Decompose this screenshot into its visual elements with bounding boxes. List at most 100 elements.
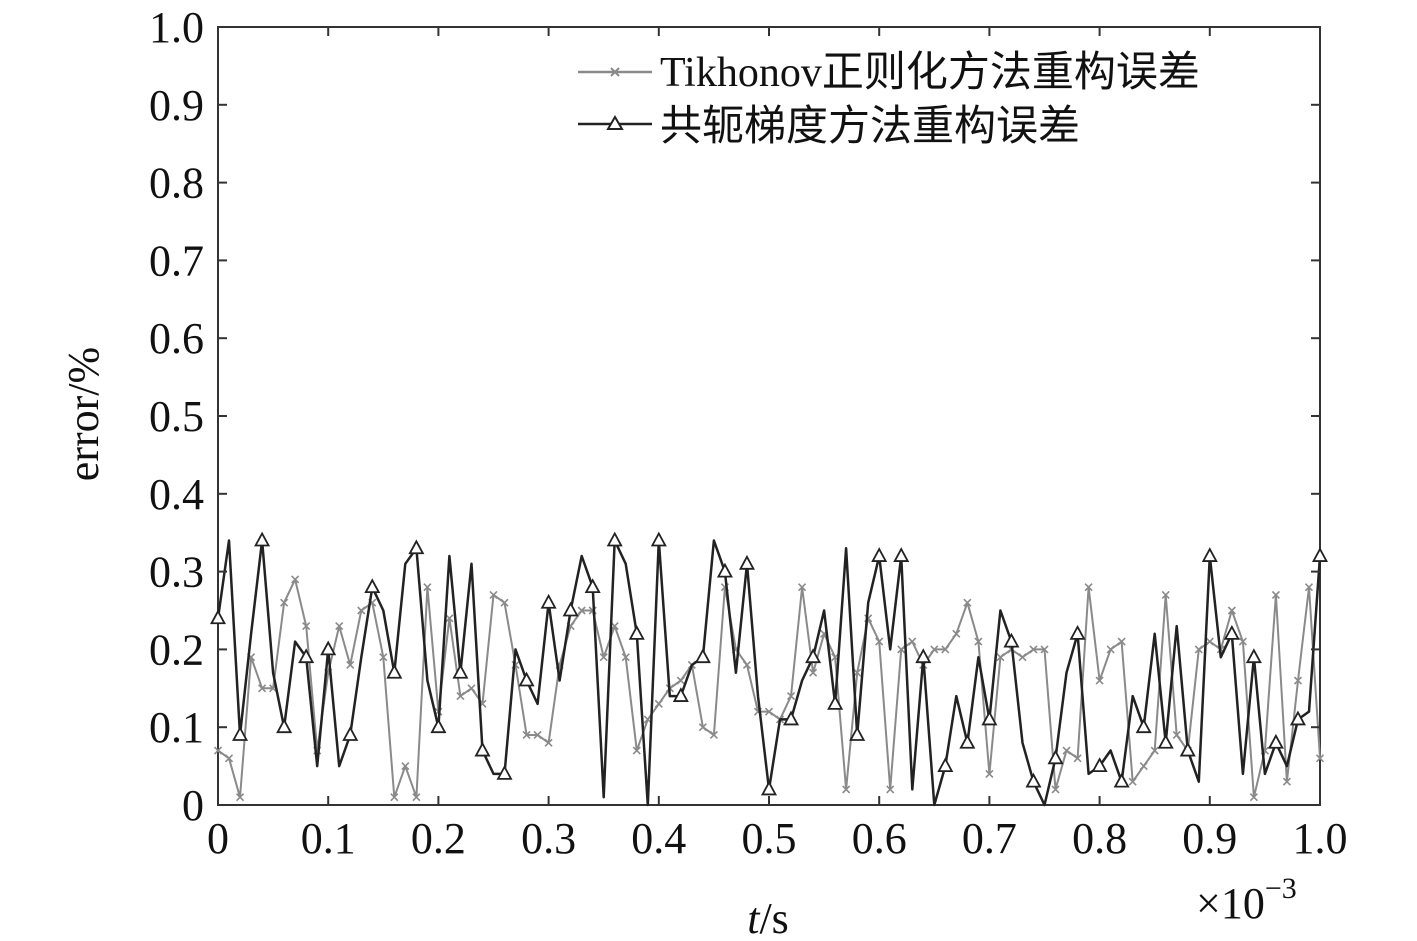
data-point-triangle-marker [760, 780, 778, 796]
data-point-x-marker [544, 738, 553, 747]
x-tick-label: 0.5 [742, 814, 797, 863]
data-point-x-marker [797, 583, 807, 592]
data-point-triangle-marker [386, 663, 403, 679]
x-multiplier-base: ×10 [1196, 879, 1265, 928]
data-point-x-marker [533, 730, 542, 740]
data-point-x-marker [224, 754, 234, 763]
data-point-x-marker [1271, 590, 1280, 600]
data-point-triangle-marker [827, 694, 844, 710]
x-tick-label: 0.2 [411, 814, 466, 863]
data-point-x-marker [357, 606, 366, 615]
data-point-x-marker [842, 785, 851, 794]
x-tick-label: 0.6 [852, 814, 907, 863]
data-point-x-marker [258, 684, 267, 693]
data-point-triangle-marker [1025, 772, 1042, 788]
data-point-x-marker [500, 598, 509, 607]
data-point-x-marker [875, 637, 884, 646]
data-point-x-marker [974, 637, 983, 646]
data-point-x-marker [709, 730, 718, 740]
data-point-triangle-marker [474, 741, 491, 757]
data-point-x-marker [390, 793, 399, 802]
x-tick-label: 0.9 [1182, 814, 1237, 863]
data-point-x-marker [676, 676, 685, 685]
data-point-triangle-marker [694, 648, 711, 664]
data-point-triangle-marker [849, 726, 866, 741]
data-point-triangle-marker [1179, 741, 1196, 757]
data-point-triangle-marker [1311, 547, 1329, 562]
data-point-x-marker [346, 660, 355, 670]
series-conjugate-gradient [209, 531, 1329, 807]
data-point-triangle-marker [342, 726, 359, 741]
data-point-triangle-marker [959, 733, 976, 749]
y-tick-label: 0.3 [149, 548, 204, 597]
data-point-x-marker [1304, 583, 1314, 592]
data-point-triangle-marker [1003, 632, 1020, 648]
data-point-x-marker [930, 645, 939, 654]
data-point-triangle-marker [915, 648, 932, 664]
data-point-x-marker [786, 692, 796, 701]
data-point-triangle-marker [584, 578, 601, 594]
y-tick-label: 0 [182, 781, 204, 830]
data-point-x-marker [941, 645, 950, 654]
data-point-x-marker [1062, 746, 1071, 755]
x-tick-label: 0.4 [631, 814, 686, 863]
data-point-x-marker [1117, 637, 1126, 646]
data-point-x-marker [1150, 746, 1159, 755]
data-point-x-marker [522, 730, 531, 740]
x-tick-label: 0.8 [1072, 814, 1127, 863]
data-point-x-marker [1084, 583, 1093, 592]
data-point-x-marker [1106, 645, 1115, 654]
legend-label-tikhonov: Tikhonov正则化方法重构误差 [660, 50, 1200, 96]
data-point-triangle-marker [981, 710, 998, 726]
data-point-x-marker [1249, 793, 1258, 802]
data-point-x-marker [908, 637, 917, 646]
data-point-x-marker [291, 575, 300, 584]
data-point-x-marker [963, 598, 972, 607]
data-point-x-marker [698, 723, 707, 732]
series-layer [209, 531, 1329, 807]
data-point-triangle-marker [1047, 749, 1064, 765]
data-point-triangle-marker [518, 671, 535, 687]
x-tick-label: 1.0 [1293, 814, 1348, 863]
data-point-x-marker [302, 621, 311, 631]
y-axis-title: error/% [59, 347, 108, 481]
data-point-x-marker [401, 762, 410, 771]
plot-area [217, 26, 1321, 806]
data-point-triangle-marker [540, 593, 557, 609]
data-point-triangle-marker [871, 547, 888, 562]
x-tick-label: 0.3 [521, 814, 576, 863]
data-point-triangle-marker [738, 554, 755, 570]
data-point-x-marker [213, 746, 223, 755]
data-point-triangle-marker [276, 718, 293, 734]
data-point-x-marker [632, 746, 641, 755]
y-tick-label: 0.8 [149, 159, 204, 208]
data-point-x-marker [1238, 637, 1247, 646]
data-point-triangle-marker [496, 764, 513, 780]
data-point-x-marker [1205, 637, 1214, 646]
data-point-x-marker [379, 653, 388, 662]
data-point-triangle-marker [1069, 624, 1086, 640]
data-point-triangle-marker [1267, 733, 1284, 749]
data-point-x-marker [1128, 777, 1137, 786]
data-point-x-marker [897, 645, 906, 654]
x-axis-multiplier: ×10−3 [1196, 872, 1297, 928]
data-point-triangle-marker [408, 539, 425, 555]
data-point-x-marker [1282, 777, 1292, 786]
x-axis-title: t/s [747, 894, 789, 941]
x-multiplier-exponent: −3 [1265, 872, 1297, 905]
data-point-x-marker [1040, 645, 1049, 654]
data-point-triangle-marker [254, 531, 271, 547]
data-point-x-marker [654, 699, 663, 708]
data-point-triangle-marker [1245, 648, 1262, 664]
data-point-triangle-marker [672, 687, 689, 702]
data-point-x-marker [809, 668, 818, 677]
legend-marker-conjugate-gradient [606, 115, 624, 130]
data-point-x-marker [445, 614, 454, 623]
data-point-triangle-marker [209, 609, 227, 625]
data-point-triangle-marker [783, 710, 800, 726]
data-point-triangle-marker [650, 531, 667, 547]
data-point-x-marker [467, 684, 476, 693]
y-tick-label: 0.5 [149, 392, 204, 441]
data-point-triangle-marker [562, 601, 579, 617]
